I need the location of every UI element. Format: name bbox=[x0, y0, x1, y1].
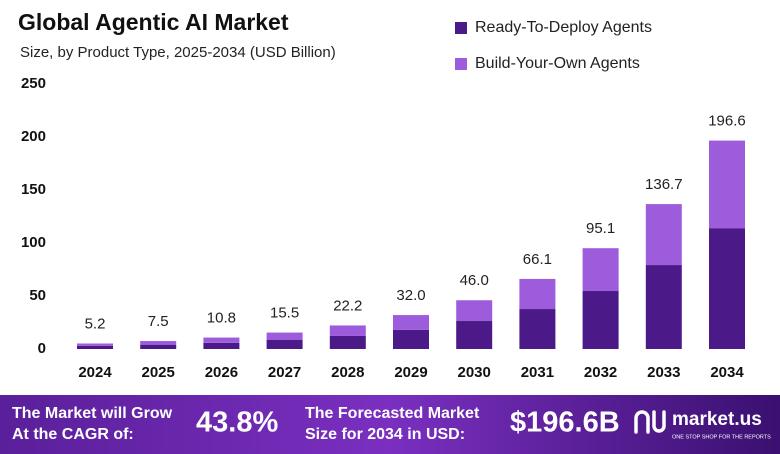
total-label: 15.5 bbox=[270, 305, 299, 322]
legend-label: Build-Your-Own Agents bbox=[475, 55, 640, 72]
bar-segment bbox=[77, 343, 113, 346]
bar-segment bbox=[140, 341, 177, 345]
total-label: 5.2 bbox=[85, 315, 106, 332]
x-tick-label: 2029 bbox=[394, 364, 427, 381]
bar-segment bbox=[329, 335, 366, 349]
cagr-text: The Market will Grow bbox=[12, 405, 173, 422]
bar-segment bbox=[329, 325, 366, 336]
plot: 0 50 100 150 200 250 Ready-To-Deploy Agents Bui… bbox=[21, 19, 746, 381]
bar-segment bbox=[77, 345, 113, 349]
bar-segment bbox=[456, 321, 493, 349]
bar-segment bbox=[393, 329, 429, 349]
total-label: 46.0 bbox=[460, 272, 489, 289]
total-label: 136.7 bbox=[645, 176, 683, 193]
forecast-text: The Forecasted Market bbox=[305, 405, 480, 422]
y-tick-label: 200 bbox=[21, 128, 46, 145]
legend-label: Ready-To-Deploy Agents bbox=[475, 19, 652, 36]
bar-segment bbox=[709, 140, 745, 229]
tagline: ONE STOP SHOP FOR THE REPORTS bbox=[672, 434, 771, 440]
x-tick-label: 2030 bbox=[458, 364, 491, 381]
bar-segment bbox=[456, 300, 493, 322]
brand-logo bbox=[634, 410, 666, 434]
y-tick-label: 50 bbox=[29, 287, 46, 304]
chart-subtitle: Size, by Product Type, 2025-2034 (USD Bi… bbox=[20, 44, 336, 61]
total-label: 22.2 bbox=[333, 297, 362, 314]
bar-segment bbox=[645, 204, 682, 266]
bar-segment bbox=[709, 228, 745, 349]
y-tick-label: 100 bbox=[21, 234, 46, 251]
bar-segment bbox=[393, 315, 429, 330]
legend-swatch bbox=[455, 22, 467, 34]
bar-segment bbox=[582, 291, 619, 349]
bar-segment bbox=[203, 342, 240, 349]
x-tick-label: 2027 bbox=[268, 364, 301, 381]
total-label: 196.6 bbox=[708, 113, 746, 130]
forecast-value: $196.6B bbox=[510, 407, 620, 439]
legend-swatch bbox=[455, 58, 467, 70]
bar-segment bbox=[582, 248, 619, 292]
cagr-text: At the CAGR of: bbox=[12, 426, 134, 443]
footer-band bbox=[0, 395, 780, 454]
total-label: 7.5 bbox=[148, 313, 169, 330]
total-label: 66.1 bbox=[523, 251, 552, 268]
bar-segment bbox=[140, 344, 177, 349]
x-tick-label: 2024 bbox=[78, 364, 112, 381]
x-tick-label: 2034 bbox=[710, 364, 744, 381]
brand: market.us bbox=[672, 409, 762, 430]
total-label: 95.1 bbox=[586, 220, 615, 237]
bar-segment bbox=[645, 265, 682, 349]
bar-segment bbox=[519, 309, 556, 349]
y-tick-label: 250 bbox=[21, 75, 46, 92]
forecast-text: Size for 2034 in USD: bbox=[305, 426, 465, 443]
chart-title: Global Agentic AI Market bbox=[18, 9, 289, 35]
y-tick-label: 0 bbox=[38, 340, 46, 357]
x-tick-label: 2032 bbox=[584, 364, 617, 381]
cagr-value: 43.8% bbox=[196, 407, 278, 439]
x-tick-label: 2033 bbox=[647, 364, 680, 381]
x-tick-label: 2025 bbox=[142, 364, 175, 381]
x-tick-label: 2026 bbox=[205, 364, 238, 381]
y-tick-label: 150 bbox=[21, 181, 46, 198]
x-tick-label: 2031 bbox=[521, 364, 554, 381]
bar-segment bbox=[266, 339, 303, 349]
bar-segment bbox=[203, 337, 240, 343]
bar-segment bbox=[519, 278, 556, 310]
x-tick-label: 2028 bbox=[331, 364, 364, 381]
bar-segment bbox=[266, 332, 303, 340]
total-label: 32.0 bbox=[396, 287, 425, 304]
total-label: 10.8 bbox=[207, 310, 236, 327]
